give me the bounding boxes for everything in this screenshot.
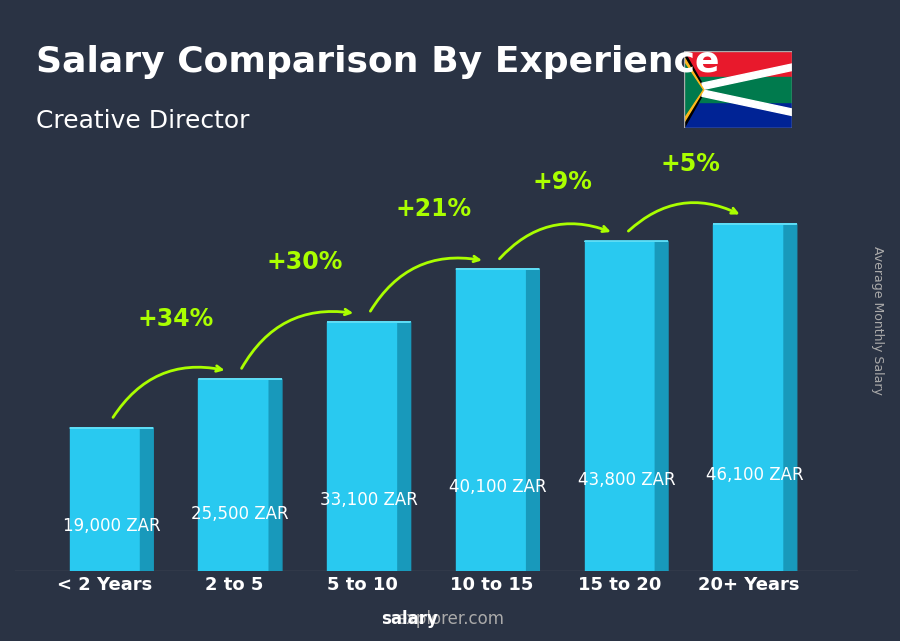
Polygon shape: [684, 57, 704, 122]
Bar: [713, 224, 784, 571]
Bar: [455, 269, 526, 571]
Text: 40,100 ZAR: 40,100 ZAR: [449, 478, 546, 495]
Text: Creative Director: Creative Director: [36, 109, 249, 133]
Bar: [584, 241, 655, 571]
Text: +30%: +30%: [266, 250, 343, 274]
Text: explorer.com: explorer.com: [396, 610, 504, 628]
Bar: [327, 322, 398, 571]
Text: 33,100 ZAR: 33,100 ZAR: [320, 491, 418, 509]
Text: +9%: +9%: [532, 170, 592, 194]
Bar: [684, 77, 792, 103]
Text: salary: salary: [381, 610, 438, 628]
Text: +5%: +5%: [661, 153, 721, 176]
Bar: [684, 103, 792, 128]
Polygon shape: [526, 269, 539, 571]
Text: 25,500 ZAR: 25,500 ZAR: [192, 505, 289, 523]
Bar: [69, 428, 140, 571]
Bar: [198, 379, 269, 571]
Polygon shape: [684, 63, 702, 117]
Text: 46,100 ZAR: 46,100 ZAR: [706, 466, 804, 485]
Text: +34%: +34%: [138, 308, 214, 331]
Polygon shape: [398, 322, 410, 571]
Polygon shape: [702, 64, 792, 90]
Text: +21%: +21%: [395, 197, 472, 222]
Text: 19,000 ZAR: 19,000 ZAR: [63, 517, 160, 535]
Text: Salary Comparison By Experience: Salary Comparison By Experience: [36, 45, 719, 79]
Bar: [684, 51, 792, 77]
Polygon shape: [655, 241, 668, 571]
Text: 43,800 ZAR: 43,800 ZAR: [578, 470, 675, 488]
Polygon shape: [684, 51, 706, 128]
Polygon shape: [140, 428, 153, 571]
Polygon shape: [784, 224, 796, 571]
Polygon shape: [269, 379, 282, 571]
Text: Average Monthly Salary: Average Monthly Salary: [871, 246, 884, 395]
Polygon shape: [702, 90, 792, 115]
